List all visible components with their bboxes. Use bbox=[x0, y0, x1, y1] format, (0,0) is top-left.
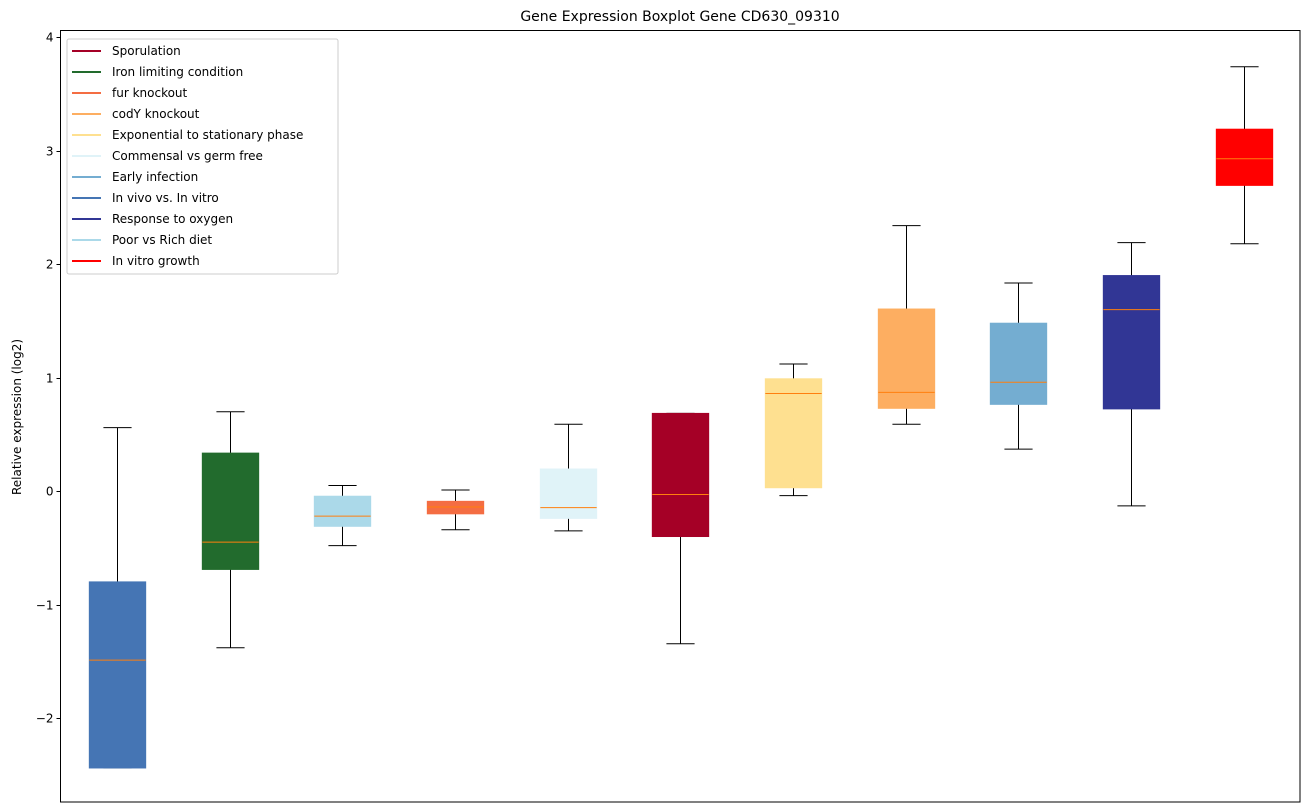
legend-item: Response to oxygen bbox=[72, 212, 233, 226]
y-tick-label: 1 bbox=[46, 372, 54, 386]
box-body bbox=[877, 308, 936, 409]
box-body bbox=[1215, 128, 1274, 186]
y-tick-label: 2 bbox=[46, 258, 54, 272]
box-body bbox=[313, 495, 372, 527]
legend-label: Response to oxygen bbox=[112, 212, 233, 226]
box-sporulation bbox=[651, 412, 710, 645]
legend-label: Exponential to stationary phase bbox=[112, 128, 303, 142]
legend-label: Sporulation bbox=[112, 44, 181, 58]
legend-item: codY knockout bbox=[72, 107, 200, 121]
legend-item: Iron limiting condition bbox=[72, 65, 243, 79]
legend-item: Exponential to stationary phase bbox=[72, 128, 303, 142]
legend-item: Poor vs Rich diet bbox=[72, 233, 212, 247]
legend: Sporulation Iron limiting condition fur kn… bbox=[66, 38, 339, 275]
box-body bbox=[764, 378, 823, 489]
box-commensal-vs-germ-free bbox=[539, 423, 598, 532]
chart-title: Gene Expression Boxplot Gene CD630_09310 bbox=[520, 9, 839, 25]
y-tick-label: −2 bbox=[36, 712, 54, 726]
box-body bbox=[426, 500, 485, 515]
legend-item: In vitro growth bbox=[72, 254, 200, 268]
legend-item: Sporulation bbox=[72, 44, 181, 58]
y-tick-label: 3 bbox=[46, 145, 54, 159]
box-body bbox=[1102, 275, 1161, 410]
legend-item: In vivo vs. In vitro bbox=[72, 191, 219, 205]
box-body bbox=[201, 452, 260, 570]
box-iron-limiting-condition bbox=[201, 411, 260, 649]
box-in-vitro-growth bbox=[1215, 66, 1274, 245]
legend-label: Iron limiting condition bbox=[112, 65, 243, 79]
legend-label: In vivo vs. In vitro bbox=[112, 191, 219, 205]
legend-label: Poor vs Rich diet bbox=[112, 233, 212, 247]
box-in-vivo-vs-in-vitro bbox=[88, 427, 147, 769]
plot-area bbox=[88, 66, 1274, 769]
y-tick-label: −1 bbox=[36, 599, 54, 613]
legend-frame bbox=[66, 38, 339, 275]
legend-label: Early infection bbox=[112, 170, 198, 184]
legend-item: Early infection bbox=[72, 170, 198, 184]
box-response-to-oxygen bbox=[1102, 242, 1161, 507]
axes-frame bbox=[60, 30, 1301, 803]
legend-label: Commensal vs germ free bbox=[112, 149, 263, 163]
legend-item: Commensal vs germ free bbox=[72, 149, 263, 163]
legend-label: In vitro growth bbox=[112, 254, 200, 268]
y-axis-label: Relative expression (log2) bbox=[10, 339, 24, 495]
box-poor-vs-rich-diet bbox=[313, 484, 372, 547]
box-early-infection bbox=[989, 282, 1048, 450]
box-body bbox=[88, 581, 147, 769]
y-tick-label: 4 bbox=[46, 31, 54, 45]
legend-item: fur knockout bbox=[72, 86, 188, 100]
y-tick-label: 0 bbox=[46, 485, 54, 499]
legend-label: fur knockout bbox=[112, 86, 188, 100]
legend-label: codY knockout bbox=[112, 107, 200, 121]
box-body bbox=[651, 412, 710, 538]
y-axis: −2 −1 0 1 2 3 4 bbox=[36, 31, 61, 726]
box-cody-knockout bbox=[877, 225, 936, 425]
box-exponential-to-stationary-phase bbox=[764, 363, 823, 497]
box-body bbox=[989, 322, 1048, 405]
box-body bbox=[539, 468, 598, 519]
box-fur-knockout bbox=[426, 489, 485, 531]
